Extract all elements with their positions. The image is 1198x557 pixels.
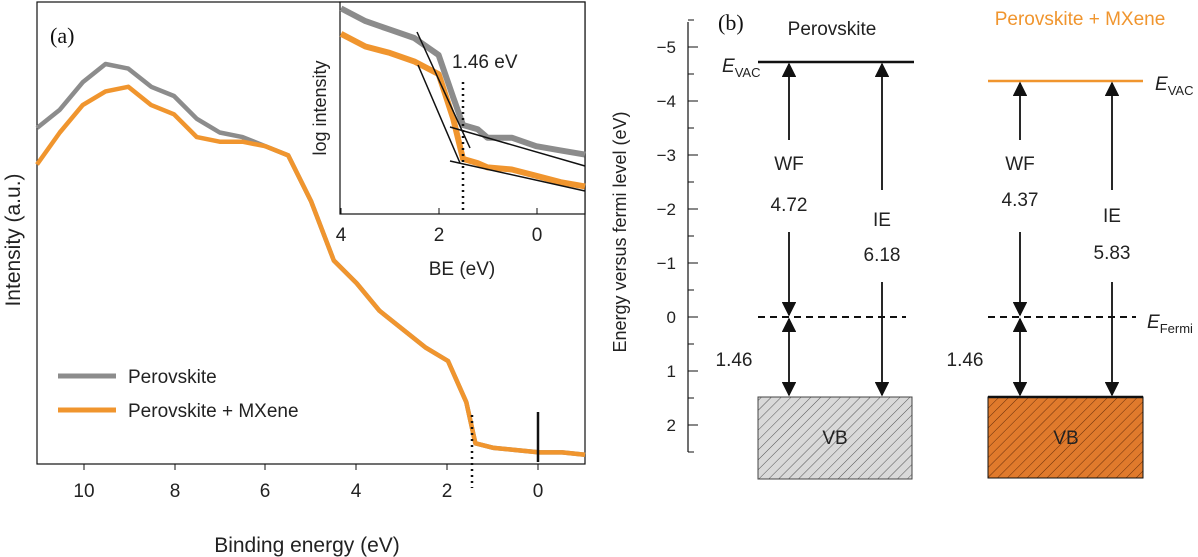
evac-label-left: EVAC [722,56,760,80]
mxene-title: Perovskite + MXene [995,9,1166,30]
mxene-wf-label: WF [1005,154,1035,175]
perovskite-wf-label: WF [774,154,804,175]
inset-fit-line [449,160,586,192]
mxene-valence-band [987,396,1144,479]
evac-label-right: EVAC [1155,74,1193,98]
inset-x-tick-label: 2 [434,225,445,246]
x-tick-label: 2 [442,481,453,502]
panel-a: (a) Intensity (a.u.) Binding energy (eV)… [2,1,586,557]
perovskite-valence-band [757,396,913,480]
efermi-label: EFermi [1147,312,1193,336]
x-tick-label: 6 [260,481,271,502]
inset-x-tick-label: 4 [336,225,347,246]
main-series-group [35,61,586,457]
perovskite-vb-label: VB [822,428,847,449]
legend-label-perovskite: Perovskite [128,367,217,388]
perovskite-levels: Perovskite EVAC VB WF 4.72 1.46 IE 6.18 [716,19,914,480]
panel-a-label: (a) [50,23,74,48]
energy-tick-label: −5 [657,38,676,57]
inset-plot: 1.46 eV log intensity 4 2 0 BE (eV) [310,1,586,280]
series-line-1 [35,84,586,457]
mxene-ie-label: IE [1103,206,1121,227]
energy-tick-label: 1 [667,362,676,381]
panel-b-label: (b) [718,10,744,35]
mxene-levels: Perovskite + MXene EVAC EFermi VB WF 4.3… [947,9,1193,479]
legend: Perovskite Perovskite + MXene [58,367,299,422]
energy-axis-ticks: −5 −4 −3 −2 −1 0 1 2 [657,19,698,453]
mxene-vb-label: VB [1053,428,1078,449]
panel-a-xticks: 10 8 6 4 2 0 [73,464,543,502]
perovskite-ie-value: 6.18 [864,245,901,266]
energy-tick-label: −4 [657,92,676,111]
mxene-wf-value: 4.37 [1002,190,1039,211]
x-tick-label: 4 [351,481,362,502]
perovskite-title: Perovskite [788,19,877,40]
panel-b-ylabel: Energy versus fermi level (eV) [610,111,630,352]
panel-a-xlabel: Binding energy (eV) [214,534,400,557]
legend-label-mxene: Perovskite + MXene [128,401,299,422]
energy-tick-label: −1 [657,254,676,273]
perovskite-ie-label: IE [873,210,891,231]
inset-annotation: 1.46 eV [452,52,518,73]
energy-tick-label: −3 [657,146,676,165]
inset-fit-line [449,126,586,167]
panel-a-ylabel: Intensity (a.u.) [2,173,25,306]
inset-ylabel: log intensity [310,60,330,155]
panel-a-frame [36,1,586,465]
energy-tick-label: 0 [667,308,676,327]
energy-tick-label: −2 [657,200,676,219]
series-line-1 [339,31,586,190]
inset-fit-line [417,64,461,164]
inset-x-tick-label: 0 [532,225,543,246]
x-tick-label: 8 [170,481,181,502]
inset-fit-line [416,31,471,149]
panel-b: (b) Energy versus fermi level (eV) −5−4−… [610,9,1193,480]
mxene-ie-value: 5.83 [1094,243,1131,264]
energy-tick-label: 2 [667,416,676,435]
inset-xlabel: BE (eV) [429,259,496,280]
perovskite-gap-label: 1.46 [716,350,753,371]
x-tick-label: 0 [533,481,544,502]
x-tick-label: 10 [73,481,94,502]
perovskite-wf-value: 4.72 [771,195,808,216]
mxene-gap-label: 1.46 [947,350,984,371]
